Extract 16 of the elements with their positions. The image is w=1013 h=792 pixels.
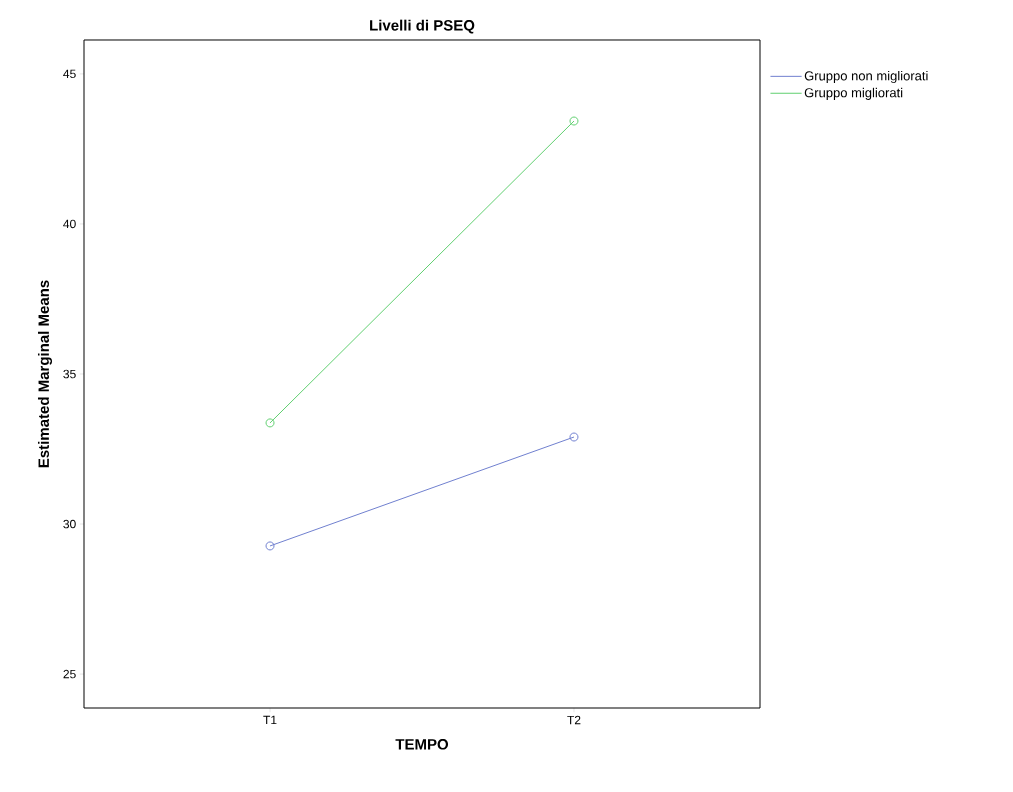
y-tick-label: 45 [63, 69, 76, 79]
y-tick-label: 40 [63, 219, 76, 229]
x-tick-label: T2 [567, 715, 581, 725]
point [265, 418, 275, 428]
legend-label: Gruppo migliorati [804, 87, 903, 100]
y-tick-label: 25 [63, 669, 76, 679]
legend-label: Gruppo non migliorati [804, 70, 928, 84]
point [265, 541, 275, 551]
y-tick-label: 35 [63, 369, 76, 379]
chart-title: Livelli di PSEQ [370, 19, 475, 34]
point [569, 432, 579, 442]
y-tick-label: 30 [63, 519, 76, 529]
point [569, 116, 579, 126]
x-axis-title: TEMPO [395, 739, 449, 750]
y-axis-title: Estimated Marginal Means [37, 280, 53, 468]
x-tick-label: T1 [263, 715, 277, 725]
